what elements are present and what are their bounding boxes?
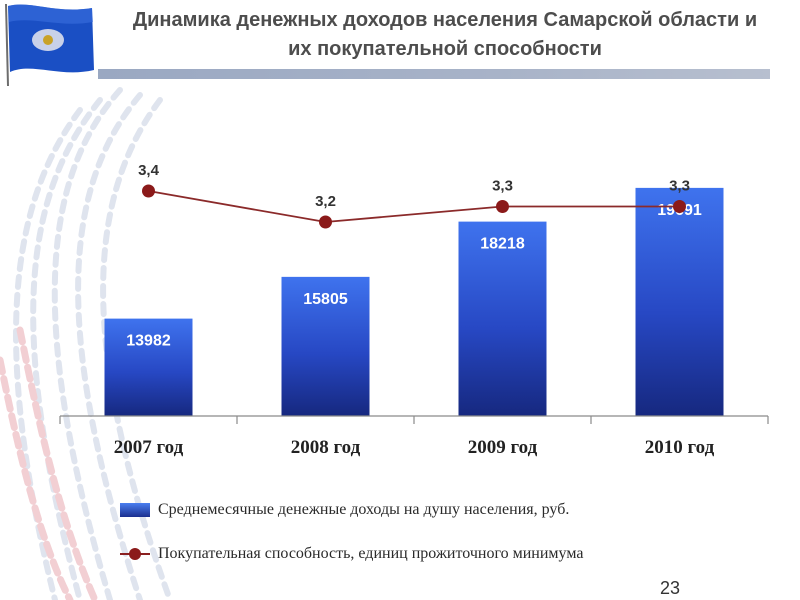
x-tick-label: 2007 год [114, 437, 184, 458]
flag-emblem-icon [5, 3, 94, 87]
purchasing-power-label: 3,3 [669, 178, 690, 195]
purchasing-power-point [319, 215, 332, 229]
legend-item-purchasing-power-label: Покупательная способность, единиц прожит… [158, 545, 584, 562]
purchasing-power-line [148, 190, 680, 223]
page-number: 23 [660, 578, 681, 598]
purchasing-power-point [496, 200, 509, 213]
purchasing-power-label: 3,4 [138, 162, 160, 179]
legend-bar-swatch [120, 503, 150, 517]
income-bar [458, 221, 547, 416]
purchasing-power-label: 3,2 [315, 193, 336, 210]
chart-legend: Среднемесячные денежные доходы на душу н… [120, 497, 780, 585]
income-bar-label: 13982 [126, 333, 171, 350]
income-bar-label: 18218 [480, 236, 525, 253]
purchasing-power-label: 3,3 [492, 178, 513, 195]
title-line-1: Динамика денежных доходов населения Сама… [132, 9, 758, 31]
income-bar [281, 276, 370, 416]
income-bar [104, 318, 193, 416]
page-title: Динамика денежных доходов населения Сама… [100, 6, 790, 64]
purchasing-power-point [673, 200, 686, 213]
legend-line-swatch [120, 547, 150, 561]
title-underline-bar [98, 69, 770, 79]
income-bar-label: 15805 [303, 291, 348, 308]
x-tick-label: 2009 год [468, 437, 538, 458]
x-tick-label: 2008 год [291, 437, 361, 458]
income-bar [635, 187, 724, 416]
legend-item-income-label: Среднемесячные денежные доходы на душу н… [158, 501, 570, 518]
title-line-2: их покупательной способности [288, 38, 602, 60]
purchasing-power-point [142, 184, 155, 198]
x-tick-label: 2010 год [645, 437, 715, 458]
legend-item-income: Среднемесячные денежные доходы на душу н… [120, 497, 780, 523]
legend-item-purchasing-power: Покупательная способность, единиц прожит… [120, 541, 780, 567]
